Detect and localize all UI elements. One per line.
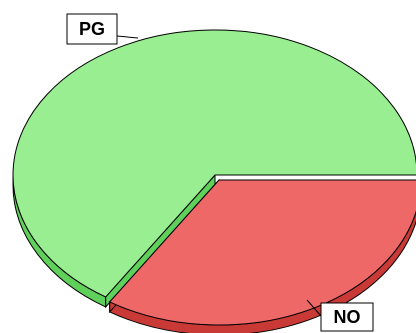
pie-label-box xyxy=(66,13,118,45)
pie-label-no: NO xyxy=(306,299,374,332)
pie-label-text: PG xyxy=(79,19,105,39)
pie-tops xyxy=(12,29,416,326)
pie-slice-no xyxy=(108,179,416,326)
pie-slice-pg xyxy=(12,29,416,298)
pie-label-connector xyxy=(306,299,322,317)
pie-label-connector xyxy=(116,35,139,39)
pie-labels: PG NO xyxy=(66,13,374,332)
pie-label-box xyxy=(320,302,374,332)
pie-label-pg: PG xyxy=(66,13,139,45)
pie-label-text: NO xyxy=(334,307,361,327)
